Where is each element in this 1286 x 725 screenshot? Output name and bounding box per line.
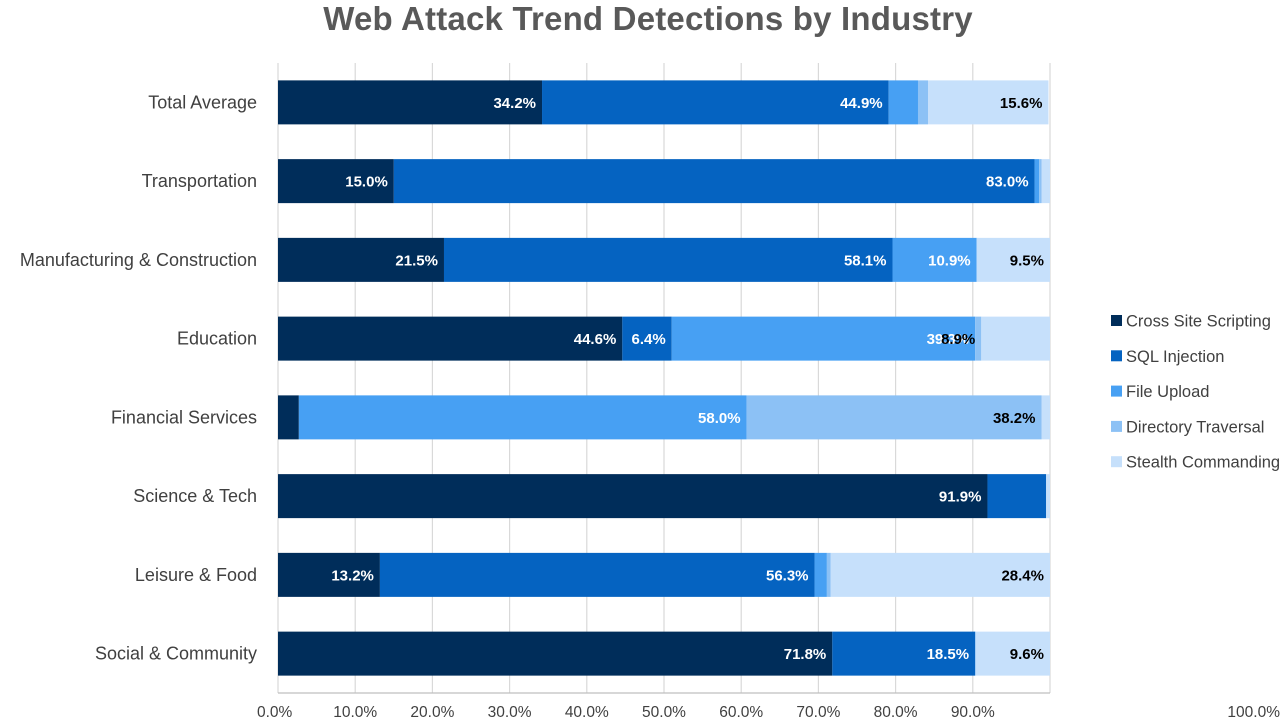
bar-segment xyxy=(671,316,976,361)
category-label: Manufacturing & Construction xyxy=(20,250,257,270)
bar-segment xyxy=(1041,159,1050,204)
x-tick-label: 100.0% xyxy=(1227,704,1280,721)
data-label: 58.1% xyxy=(844,252,887,269)
bar-segment xyxy=(443,237,893,282)
category-label: Science & Tech xyxy=(133,486,257,506)
data-label: 44.9% xyxy=(840,95,883,112)
data-label: 38.2% xyxy=(993,410,1036,427)
x-tick-label: 70.0% xyxy=(796,704,840,721)
data-label: 13.2% xyxy=(331,567,374,584)
data-label: 44.6% xyxy=(574,331,617,348)
bar-segment xyxy=(298,395,747,440)
bar-segment xyxy=(892,237,977,282)
data-label: 21.5% xyxy=(395,252,438,269)
x-tick-label: 90.0% xyxy=(951,704,995,721)
category-label: Education xyxy=(177,329,257,349)
data-label: 15.6% xyxy=(1000,95,1043,112)
legend-label: File Upload xyxy=(1126,383,1209,401)
x-tick-label: 30.0% xyxy=(488,704,532,721)
data-label: 6.4% xyxy=(632,331,666,348)
bar-segment xyxy=(830,552,1050,597)
data-label: 39.3% xyxy=(927,331,970,348)
bar-segment xyxy=(1039,159,1042,204)
bar-segment xyxy=(1046,474,1050,519)
data-label: 58.0% xyxy=(698,410,741,427)
legend-label: SQL Injection xyxy=(1126,348,1224,366)
bar-segment xyxy=(826,552,831,597)
data-label: 18.5% xyxy=(927,646,970,663)
bar-segment xyxy=(975,316,982,361)
bar-segment xyxy=(278,474,988,519)
data-label: 15.0% xyxy=(345,174,388,191)
bar-segment xyxy=(814,552,827,597)
bar-segment xyxy=(976,237,1050,282)
bar-segment xyxy=(917,80,929,125)
bar-segment xyxy=(379,552,815,597)
legend-swatch xyxy=(1111,315,1122,326)
x-tick-label: 80.0% xyxy=(874,704,918,721)
bar-segment xyxy=(278,159,394,204)
category-label: Social & Community xyxy=(95,644,257,664)
bar-segment xyxy=(975,631,1050,676)
bar-segment xyxy=(888,80,918,125)
bar-segment xyxy=(746,395,1042,440)
bar-segment xyxy=(278,395,299,440)
chart-title: Web Attack Trend Detections by Industry xyxy=(323,0,973,37)
bar-segment xyxy=(622,316,672,361)
legend-label: Cross Site Scripting xyxy=(1126,313,1271,331)
bar-segment xyxy=(393,159,1035,204)
x-tick-label: 50.0% xyxy=(642,704,686,721)
bar-segment xyxy=(987,474,1047,519)
bar-segment xyxy=(542,80,889,125)
data-label: 34.2% xyxy=(493,95,536,112)
legend-swatch xyxy=(1111,456,1122,468)
data-label: 71.8% xyxy=(784,646,827,663)
bar-segment xyxy=(278,316,623,361)
category-label: Transportation xyxy=(142,171,257,191)
x-tick-label: 40.0% xyxy=(565,704,609,721)
bar-segment xyxy=(981,316,1050,361)
category-label: Leisure & Food xyxy=(135,565,257,585)
x-tick-label: 60.0% xyxy=(719,704,763,721)
legend-swatch xyxy=(1111,420,1122,432)
category-label: Financial Services xyxy=(111,407,257,427)
bar-segment xyxy=(1041,395,1050,440)
data-label: 56.3% xyxy=(766,567,809,584)
legend-label: Stealth Commanding xyxy=(1126,454,1280,472)
legend-swatch xyxy=(1111,385,1122,397)
data-label: 91.9% xyxy=(939,489,982,506)
x-tick-label: 0.0% xyxy=(257,704,293,721)
bar-segment xyxy=(928,80,1049,125)
bar-segment xyxy=(278,237,444,282)
data-label: 9.6% xyxy=(1010,646,1044,663)
data-label: 10.9% xyxy=(928,252,971,269)
bar-segment xyxy=(278,80,543,125)
bar-segment xyxy=(832,631,976,676)
legend-label: Directory Traversal xyxy=(1126,418,1264,436)
x-tick-label: 10.0% xyxy=(333,704,377,721)
data-label: 83.0% xyxy=(986,174,1029,191)
bar-segment xyxy=(975,631,976,676)
bar-segment xyxy=(278,631,833,676)
data-label: 9.5% xyxy=(1010,252,1044,269)
data-label: 28.4% xyxy=(1001,567,1044,584)
bar-segment xyxy=(1034,159,1040,204)
bar-segment xyxy=(278,552,380,597)
category-label: Total Average xyxy=(148,92,257,112)
legend-swatch xyxy=(1111,350,1122,362)
x-tick-label: 20.0% xyxy=(410,704,454,721)
data-label: 8.9% xyxy=(941,331,975,348)
